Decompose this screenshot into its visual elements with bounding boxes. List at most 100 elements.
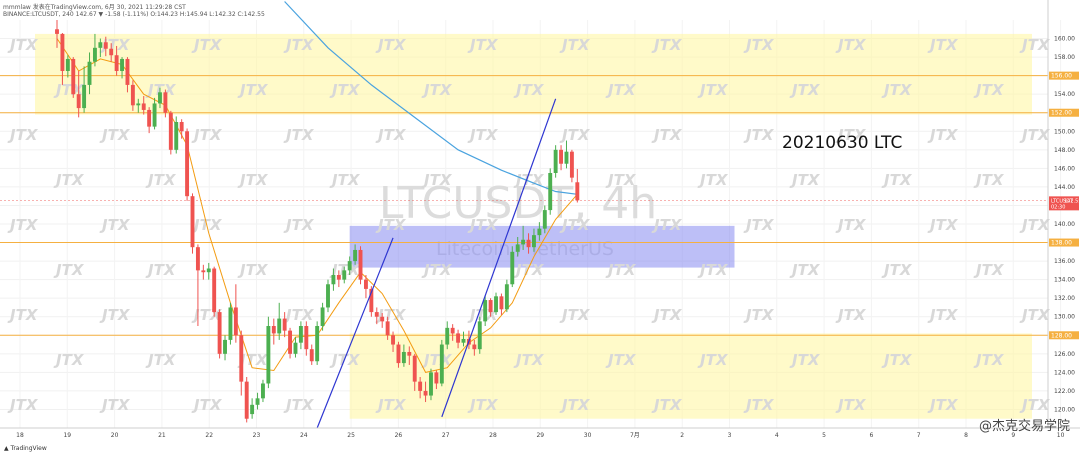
candle-body	[315, 326, 320, 362]
price-axis[interactable]: 120.00 122.00 124.00 126.00 128.00 130.00 132.…	[1047, 0, 1080, 428]
candle-body	[358, 249, 363, 280]
candle-body	[423, 390, 428, 396]
price-tick-label: 150.00	[1054, 128, 1075, 135]
jtx-watermark-tile: JTX	[237, 171, 269, 189]
jtx-watermark-tile: JTX	[7, 396, 39, 414]
jtx-watermark-tile: JTX	[927, 126, 959, 144]
time-tick-label: 6	[869, 432, 873, 439]
jtx-watermark-tile: JTX	[559, 216, 591, 234]
price-label-text: 138.00	[1051, 240, 1072, 247]
jtx-watermark-tile: JTX	[1019, 36, 1051, 54]
jtx-watermark-tile: JTX	[743, 396, 775, 414]
candles	[55, 20, 580, 423]
jtx-watermark-tile: JTX	[283, 306, 315, 324]
candle-body	[82, 84, 87, 109]
jtx-watermark-tile: JTX	[375, 216, 407, 234]
jtx-watermark-tile: JTX	[513, 81, 545, 99]
candle-body	[537, 228, 542, 236]
price-tick-label: 124.00	[1054, 369, 1075, 376]
jtx-watermark-tile: JTX	[835, 306, 867, 324]
time-tick-label: 18	[16, 432, 24, 439]
candle-body	[342, 270, 347, 280]
jtx-watermark-tile: JTX	[789, 351, 821, 369]
candle-body	[391, 335, 395, 345]
candle-body	[309, 349, 314, 362]
price-zones	[35, 33, 1032, 419]
time-tick-label: 8	[964, 432, 968, 439]
jtx-watermark-tile: JTX	[53, 261, 85, 279]
price-label-text: 156.00	[1051, 73, 1072, 80]
header-publish-line: mmmlaw 发表在TradingView.com, 6月 30, 2021 1…	[3, 4, 186, 11]
candle-body	[114, 55, 119, 71]
jtx-watermark-tile: JTX	[973, 81, 1005, 99]
candle-body	[363, 279, 368, 289]
jtx-watermark-tile: JTX	[1019, 216, 1051, 234]
candle-body	[542, 210, 547, 229]
jtx-watermark-tile: JTX	[237, 261, 269, 279]
time-tick-label: 3	[728, 432, 732, 439]
candle-body	[103, 42, 108, 49]
jtx-watermark-tile: JTX	[697, 261, 729, 279]
price-label-badge	[1049, 238, 1079, 247]
jtx-watermark-tile: JTX	[559, 396, 591, 414]
candle-body	[488, 300, 493, 313]
candle-body	[282, 318, 287, 331]
jtx-watermark-tiles: JTX JTX JTX JTX JTX JTX JTX JTX JTX JTX JTX JTX JTX J…	[7, 36, 1051, 414]
jtx-watermark-tile: JTX	[651, 36, 683, 54]
jtx-watermark-tile: JTX	[7, 216, 39, 234]
candle-body	[76, 94, 81, 109]
candle-body	[526, 239, 531, 248]
jtx-watermark-tile: JTX	[7, 36, 39, 54]
jtx-watermark-tile: JTX	[237, 81, 269, 99]
candle-body	[125, 58, 130, 85]
time-tick-label: 7	[917, 432, 921, 439]
jtx-watermark-tile: JTX	[329, 81, 361, 99]
candle-body	[461, 338, 466, 343]
jtx-watermark-tile: JTX	[283, 216, 315, 234]
jtx-watermark-tile: JTX	[191, 126, 223, 144]
price-tick-label: 144.00	[1054, 184, 1075, 191]
candle-body	[499, 296, 504, 310]
price-label-badge	[1049, 71, 1079, 80]
candle-body	[298, 326, 303, 343]
time-tick-label: 9	[1011, 432, 1015, 439]
demand-zone	[349, 333, 1032, 419]
price-label-subtext: 02:30	[1051, 204, 1065, 210]
jtx-watermark-tile: JTX	[927, 36, 959, 54]
jtx-watermark-tile: JTX	[835, 216, 867, 234]
candle-body	[396, 344, 401, 364]
jtx-watermark-tile: JTX	[927, 396, 959, 414]
jtx-watermark-tile: JTX	[743, 306, 775, 324]
tradingview-logo: ▲ TradingView	[4, 445, 47, 452]
jtx-watermark-tile: JTX	[467, 36, 499, 54]
jtx-watermark-tile: JTX	[697, 171, 729, 189]
candle-body	[412, 355, 417, 382]
jtx-watermark-tile: JTX	[651, 306, 683, 324]
jtx-watermark-tile: JTX	[421, 351, 453, 369]
candle-body	[450, 327, 455, 334]
candle-body	[439, 344, 444, 384]
jtx-watermark-tile: JTX	[467, 306, 499, 324]
jtx-watermark-tile: JTX	[237, 351, 269, 369]
time-tick-label: 26	[395, 432, 403, 439]
time-tick-label: 29	[536, 432, 544, 439]
candle-body	[483, 300, 488, 322]
time-tick-label: 23	[253, 432, 261, 439]
candle-body	[575, 182, 580, 201]
jtx-watermark-tile: JTX	[99, 306, 131, 324]
candle-body	[445, 327, 450, 345]
jtx-watermark-tile: JTX	[421, 171, 453, 189]
time-axis[interactable]: 18 19 20 21 22 23 24 25 26 27 28 29 30 7月 2 3 4 5 6 7 8 9 10	[0, 427, 1080, 439]
jtx-watermark-tile: JTX	[743, 126, 775, 144]
jtx-watermark-tile: JTX	[329, 261, 361, 279]
supply-zone	[35, 33, 1032, 115]
jtx-watermark-tile: JTX	[651, 126, 683, 144]
jtx-watermark-tile: JTX	[789, 261, 821, 279]
candle-body	[233, 307, 238, 336]
candle-body	[353, 249, 358, 262]
jtx-watermark-tile: JTX	[927, 306, 959, 324]
jtx-watermark-tile: JTX	[605, 81, 637, 99]
candle-body	[201, 270, 206, 273]
price-tick-label: 140.00	[1054, 221, 1075, 228]
